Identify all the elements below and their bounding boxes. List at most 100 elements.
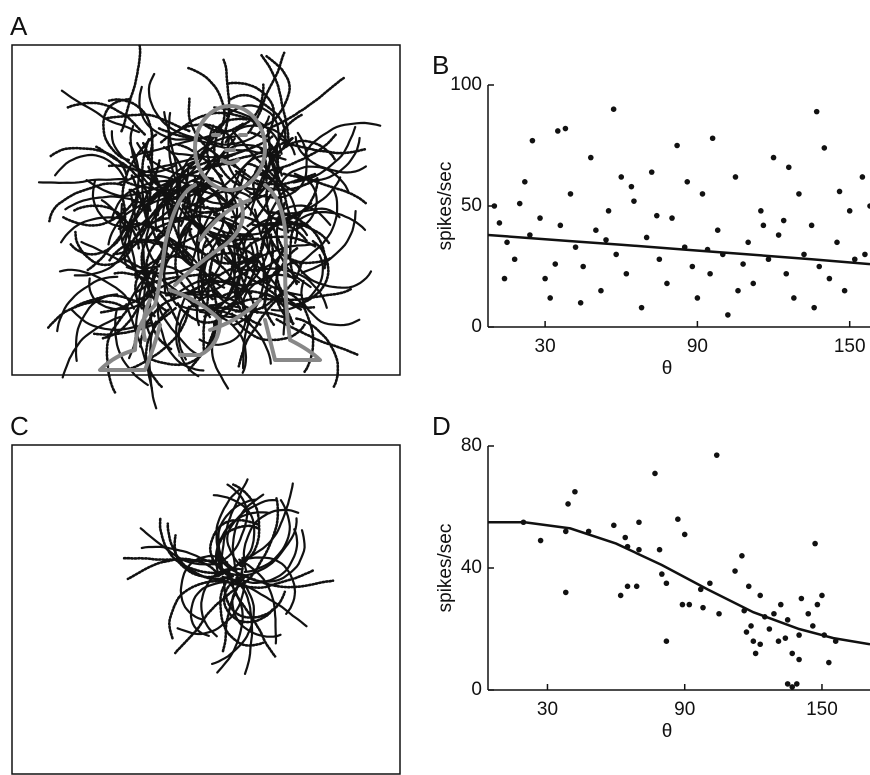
data-point (814, 601, 821, 608)
data-point (732, 568, 738, 574)
data-point (598, 287, 604, 294)
trajectory (260, 221, 331, 250)
data-point (694, 295, 701, 301)
trajectory (136, 141, 214, 180)
data-point (611, 522, 617, 529)
data-point (810, 623, 816, 629)
data-point (572, 488, 578, 495)
data-point (504, 239, 510, 246)
trajectory (266, 139, 336, 173)
trajectory (166, 522, 235, 581)
data-point (700, 604, 706, 611)
data-point (562, 125, 569, 132)
trajectory (112, 188, 149, 256)
data-point (663, 638, 670, 644)
data-point (557, 222, 564, 229)
data-point (796, 632, 802, 638)
data-point (709, 135, 716, 142)
data-point (555, 128, 561, 134)
trajectory (177, 244, 241, 302)
trajectory (263, 260, 305, 326)
panel-a-frame (11, 44, 401, 376)
data-point (758, 208, 764, 214)
x-axis-label: θ (662, 721, 673, 742)
data-point (562, 528, 569, 535)
monkey-outline (98, 104, 322, 372)
trajectory (103, 113, 191, 133)
trajectory (185, 184, 269, 206)
data-point (496, 220, 503, 226)
trajectory (260, 204, 332, 235)
x-tick-label: 90 (687, 336, 708, 357)
trajectory (216, 583, 244, 674)
trajectory (60, 216, 138, 244)
data-point (794, 681, 800, 687)
trajectory (229, 93, 287, 149)
data-point (834, 239, 840, 246)
data-point (826, 275, 833, 282)
data-point (697, 586, 704, 593)
trajectory (271, 131, 308, 199)
trajectory (147, 72, 196, 139)
panel-label: C (10, 411, 29, 441)
trajectory (148, 320, 158, 410)
data-point (605, 208, 612, 214)
trajectory (154, 159, 198, 233)
trajectory (269, 76, 345, 129)
data-point (760, 222, 767, 229)
trajectory (215, 239, 282, 301)
data-point (686, 601, 693, 608)
data-point (783, 270, 790, 277)
trajectory (37, 177, 128, 185)
trajectory (66, 101, 146, 136)
data-point (750, 280, 757, 287)
data-point (648, 169, 655, 175)
data-point (707, 270, 713, 277)
trajectory (188, 190, 251, 237)
data-point (813, 108, 820, 115)
data-point (567, 191, 574, 197)
data-point (636, 519, 642, 526)
data-point (752, 650, 759, 657)
data-point (593, 227, 599, 233)
trajectory (220, 478, 249, 574)
data-point (679, 601, 686, 608)
trajectory (179, 554, 221, 621)
y-tick-label: 0 (471, 316, 482, 337)
data-point (748, 623, 754, 629)
trajectory (179, 255, 260, 299)
data-point (775, 638, 782, 644)
data-point (714, 227, 721, 233)
trajectory (174, 581, 245, 655)
trajectory (243, 499, 291, 573)
trajectory (61, 315, 122, 379)
data-point (789, 650, 796, 657)
data-point (684, 179, 691, 185)
data-point (603, 237, 609, 243)
trajectory (48, 182, 124, 223)
data-point (826, 659, 832, 666)
trajectory (163, 111, 181, 200)
trajectory (128, 188, 147, 278)
data-point (716, 610, 722, 617)
trajectory (288, 202, 313, 286)
trajectory (187, 66, 226, 140)
trajectory (232, 483, 261, 567)
data-point (745, 583, 752, 590)
data-point (537, 215, 543, 221)
trajectory (176, 580, 246, 636)
data-point (796, 656, 802, 663)
data-point (785, 164, 792, 171)
trajectory (141, 212, 221, 247)
trajectory (236, 571, 335, 589)
trajectory (231, 493, 265, 582)
trajectory (238, 558, 278, 645)
trajectories-c (120, 478, 335, 675)
trajectory (158, 515, 225, 575)
data-point (816, 263, 823, 270)
data-point (675, 516, 681, 522)
data-point (659, 571, 665, 577)
trajectory (237, 291, 286, 368)
trajectory (260, 54, 290, 140)
